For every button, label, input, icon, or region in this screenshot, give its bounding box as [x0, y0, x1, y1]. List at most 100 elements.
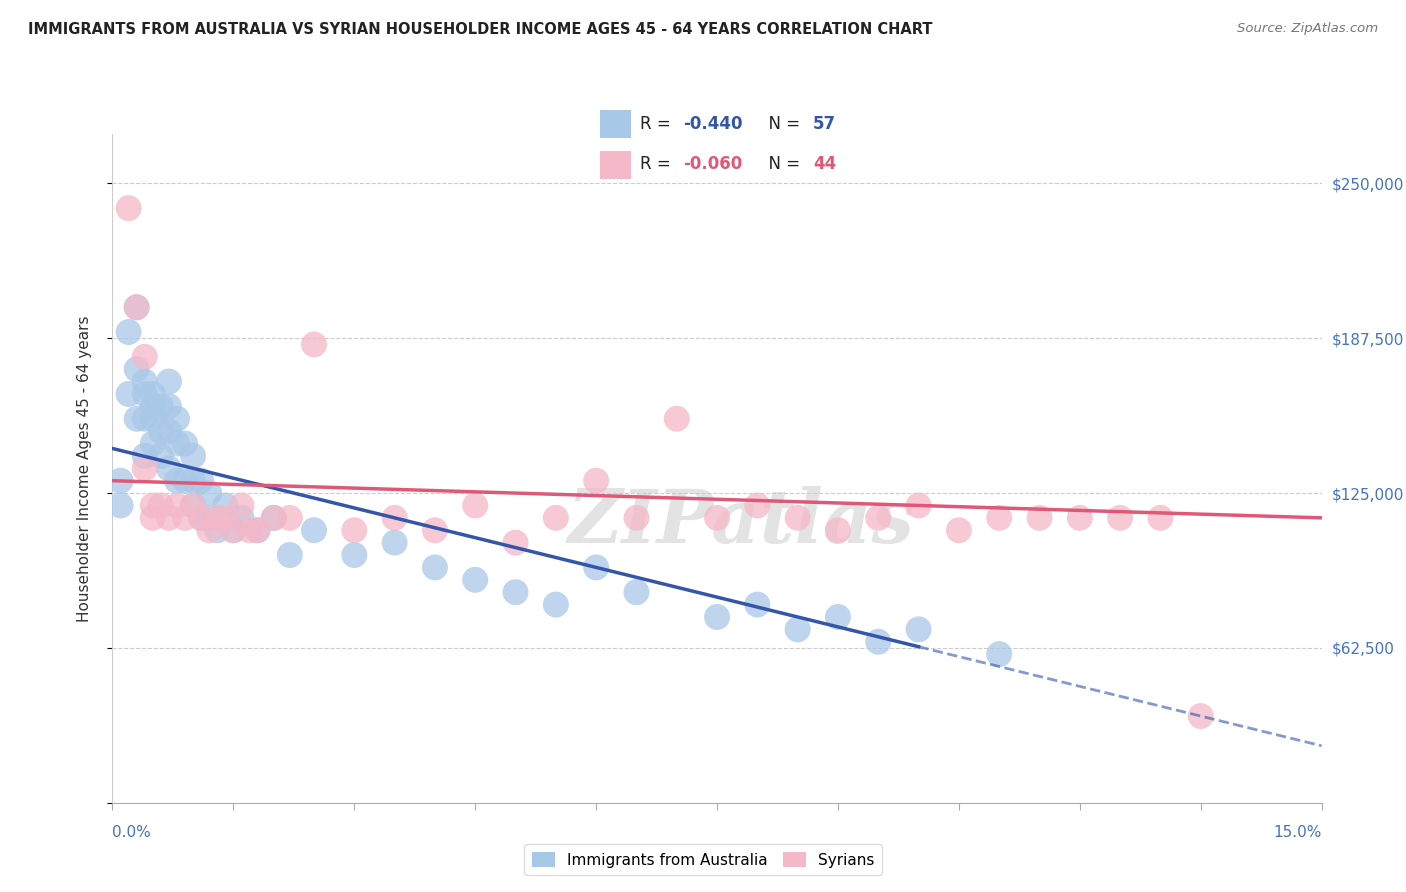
Point [181, 449, 204, 463]
Point [1189, 709, 1212, 723]
Point [747, 598, 769, 612]
Point [190, 474, 212, 488]
Text: 57: 57 [813, 115, 837, 133]
Point [464, 573, 486, 587]
Point [198, 523, 221, 537]
Point [263, 511, 285, 525]
Point [302, 337, 325, 351]
Text: 0.0%: 0.0% [112, 825, 152, 840]
Point [166, 436, 188, 450]
Point [907, 623, 929, 637]
Text: R =: R = [640, 155, 676, 173]
Point [142, 387, 165, 401]
Point [585, 474, 607, 488]
Point [868, 634, 890, 648]
Point [134, 449, 156, 463]
Point [157, 400, 180, 414]
Text: N =: N = [758, 155, 804, 173]
Point [134, 411, 156, 425]
Point [117, 201, 139, 215]
Point [706, 511, 728, 525]
Point [134, 387, 156, 401]
Point [157, 511, 180, 525]
Point [142, 436, 165, 450]
Point [948, 523, 970, 537]
Point [544, 511, 567, 525]
Bar [600, 151, 631, 178]
Point [384, 511, 406, 525]
Point [747, 499, 769, 513]
Point [384, 535, 406, 549]
Point [198, 511, 221, 525]
Point [166, 474, 188, 488]
Point [423, 560, 446, 574]
Point [786, 511, 808, 525]
Point [142, 400, 165, 414]
Point [343, 548, 366, 562]
Text: ZIPatlas: ZIPatlas [568, 485, 915, 558]
Point [1109, 511, 1132, 525]
Point [157, 375, 180, 389]
Point [149, 400, 172, 414]
Point [423, 523, 446, 537]
Point [142, 499, 165, 513]
Point [1028, 511, 1050, 525]
Point [263, 511, 285, 525]
Point [166, 411, 188, 425]
Point [181, 474, 204, 488]
Point [207, 511, 229, 525]
Point [1149, 511, 1171, 525]
Point [190, 511, 212, 525]
Point [706, 610, 728, 624]
Point [786, 623, 808, 637]
Y-axis label: Householder Income Ages 45 - 64 years: Householder Income Ages 45 - 64 years [77, 315, 91, 622]
Point [907, 499, 929, 513]
Point [134, 461, 156, 475]
Point [149, 424, 172, 438]
Point [125, 362, 148, 376]
Point [665, 411, 688, 425]
Point [214, 499, 236, 513]
Point [198, 486, 221, 500]
Point [174, 511, 197, 525]
Point [134, 375, 156, 389]
Point [134, 350, 156, 364]
Point [231, 499, 253, 513]
Point [125, 300, 148, 314]
Point [302, 523, 325, 537]
Point [117, 387, 139, 401]
Point [505, 535, 527, 549]
Point [231, 511, 253, 525]
Point [988, 511, 1011, 525]
Point [278, 548, 301, 562]
Point [1069, 511, 1091, 525]
Point [149, 499, 172, 513]
Point [868, 511, 890, 525]
Text: -0.060: -0.060 [683, 155, 742, 173]
Text: R =: R = [640, 115, 676, 133]
Text: Source: ZipAtlas.com: Source: ZipAtlas.com [1237, 22, 1378, 36]
Text: 15.0%: 15.0% [1274, 825, 1322, 840]
Point [181, 499, 204, 513]
Point [207, 523, 229, 537]
Point [278, 511, 301, 525]
Point [988, 647, 1011, 661]
Point [142, 511, 165, 525]
Point [626, 511, 648, 525]
Point [110, 474, 132, 488]
Point [246, 523, 269, 537]
Point [464, 499, 486, 513]
Point [343, 523, 366, 537]
Point [544, 598, 567, 612]
Text: -0.440: -0.440 [683, 115, 742, 133]
Point [585, 560, 607, 574]
Point [125, 300, 148, 314]
Point [149, 449, 172, 463]
Point [110, 499, 132, 513]
Point [222, 523, 245, 537]
Legend: Immigrants from Australia, Syrians: Immigrants from Australia, Syrians [524, 844, 882, 875]
Point [142, 411, 165, 425]
Point [190, 511, 212, 525]
Point [214, 511, 236, 525]
Point [157, 461, 180, 475]
